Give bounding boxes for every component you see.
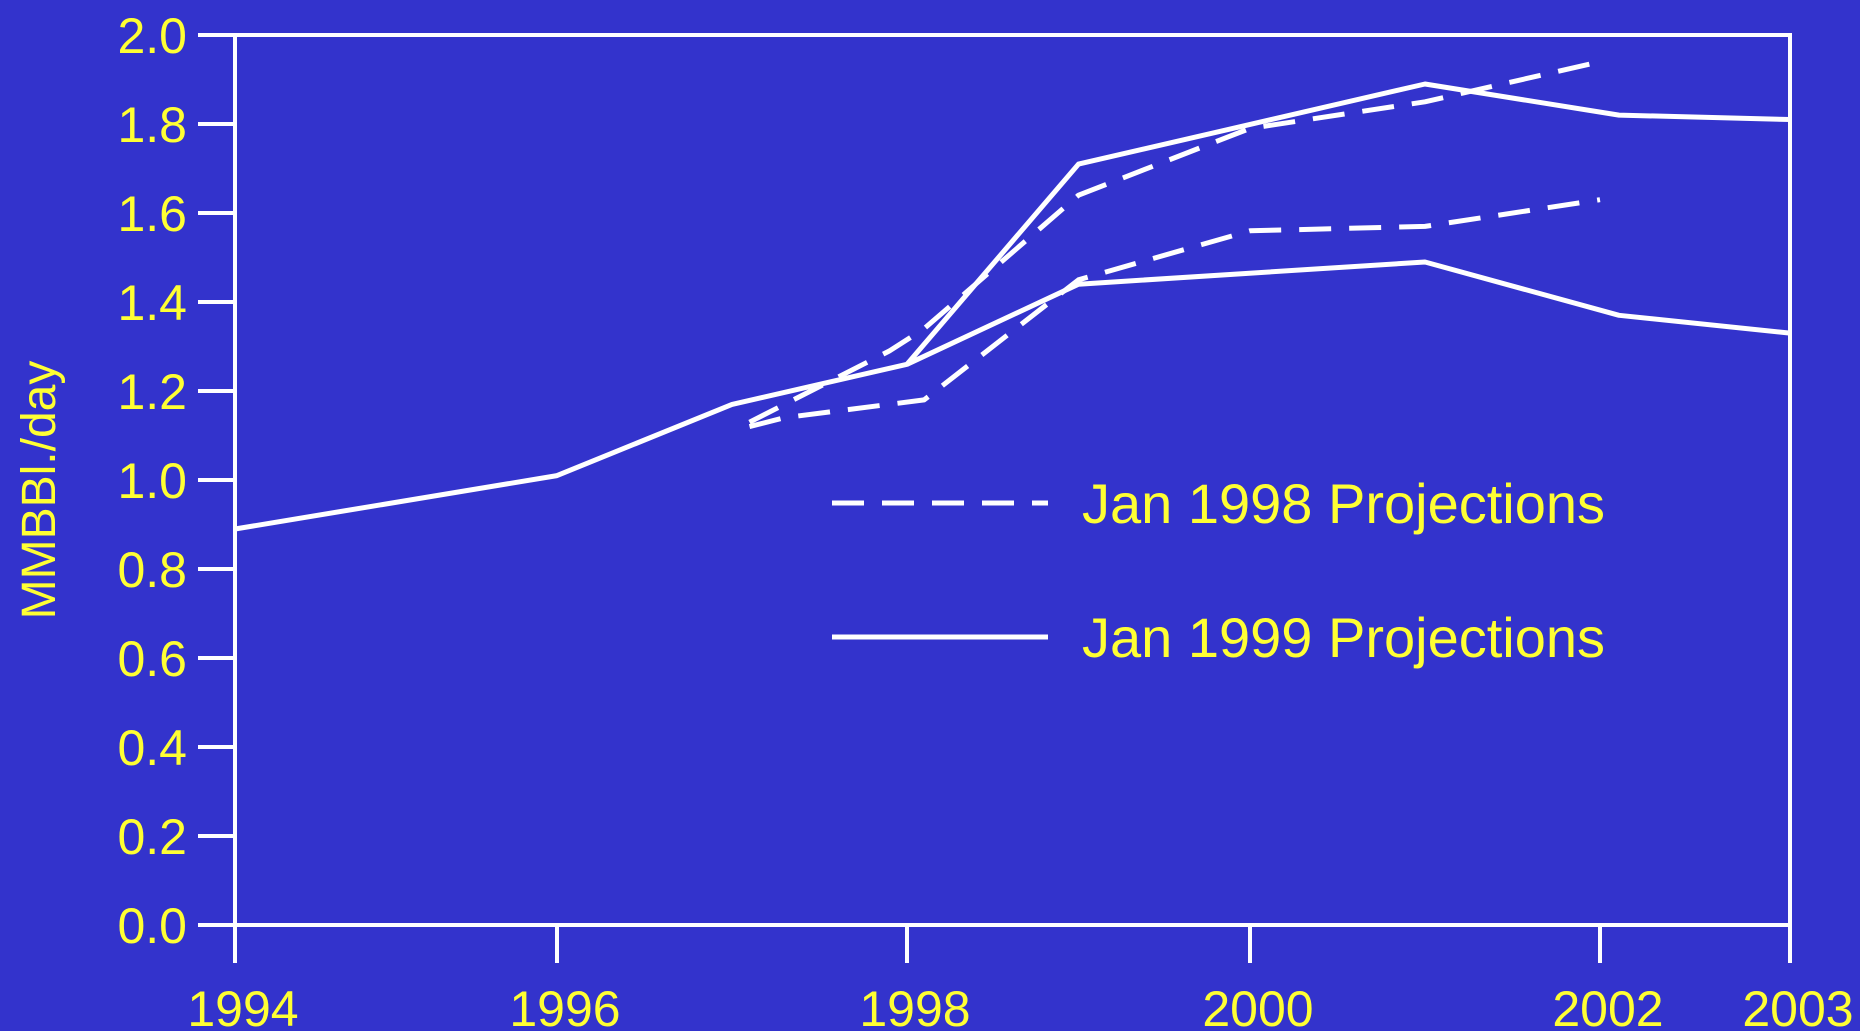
solid-series-line-3 bbox=[234, 81, 1791, 532]
y-tick-label: 1.0 bbox=[117, 453, 187, 509]
y-tick-label: 0.8 bbox=[117, 542, 187, 598]
solid-series-line-4 bbox=[905, 259, 1791, 367]
x-tick-label: 1998 bbox=[859, 981, 970, 1031]
x-tick-label: 1994 bbox=[187, 981, 298, 1031]
legend-label: Jan 1998 Projections bbox=[1082, 472, 1605, 535]
dashed-series-line-1 bbox=[748, 59, 1601, 425]
legend-label: Jan 1999 Projections bbox=[1082, 606, 1605, 669]
x-tick-label: 2000 bbox=[1202, 981, 1313, 1031]
y-tick-label: 0.0 bbox=[117, 898, 187, 954]
y-tick-label: 0.4 bbox=[117, 720, 187, 776]
y-axis-title: MMBBl./day bbox=[13, 361, 66, 620]
y-tick-label: 1.8 bbox=[117, 97, 187, 153]
y-tick-label: 1.6 bbox=[117, 186, 187, 242]
dashed-series-line-2 bbox=[748, 197, 1601, 430]
x-axis-ticks: 1994 1996 1998 2000 2002 2003 bbox=[187, 925, 1854, 1031]
y-tick-label: 1.2 bbox=[117, 364, 187, 420]
y-tick-label: 1.4 bbox=[117, 275, 187, 331]
x-tick-label: 1996 bbox=[509, 981, 620, 1031]
series-lines bbox=[234, 59, 1791, 532]
y-tick-label: 0.2 bbox=[117, 809, 187, 865]
y-tick-label: 2.0 bbox=[117, 8, 187, 64]
x-tick-label: 2002 bbox=[1552, 981, 1663, 1031]
y-tick-label: 0.6 bbox=[117, 631, 187, 687]
legend: Jan 1998 Projections Jan 1999 Projections bbox=[832, 472, 1605, 669]
y-axis-ticks: 0.0 0.2 0.4 0.6 0.8 1.0 1.2 1.4 1.6 1.8 2.0 bbox=[117, 8, 235, 954]
x-tick-label: 2003 bbox=[1742, 981, 1853, 1031]
